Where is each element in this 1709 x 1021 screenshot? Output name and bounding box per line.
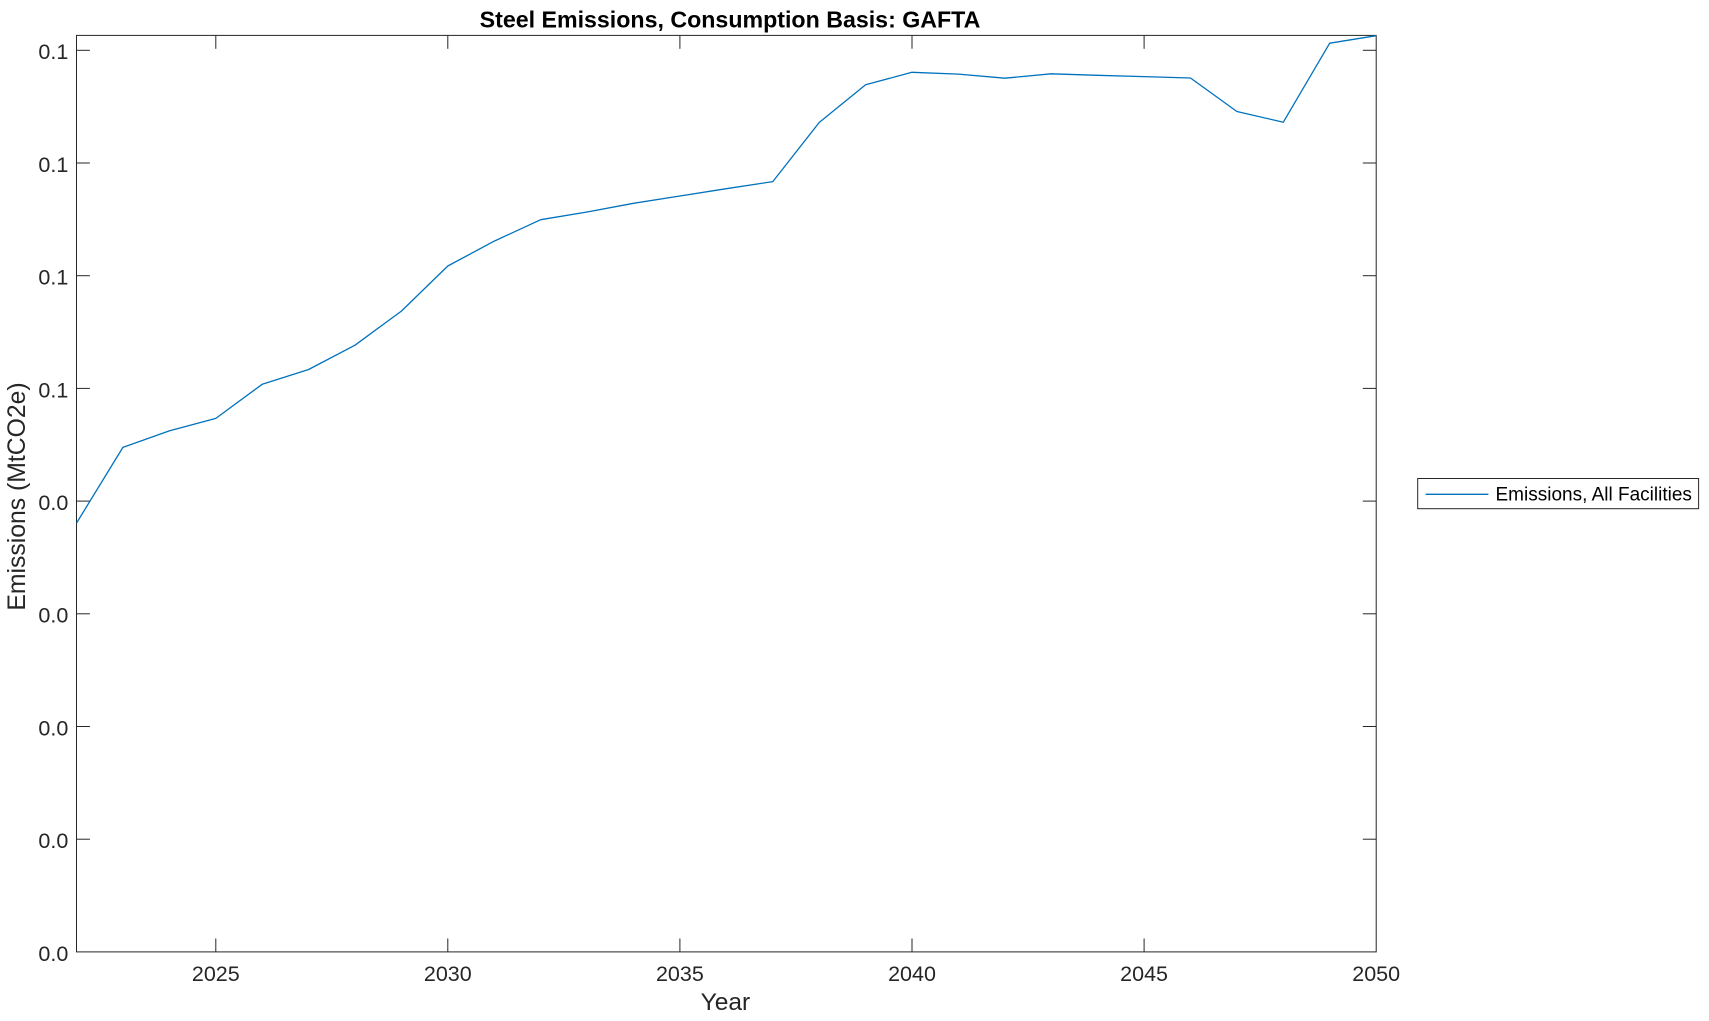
- svg-text:0.0: 0.0: [38, 942, 68, 966]
- svg-text:Year: Year: [701, 989, 751, 1016]
- svg-text:2030: 2030: [424, 962, 472, 986]
- svg-text:0.0: 0.0: [38, 716, 68, 740]
- svg-text:2025: 2025: [192, 962, 240, 986]
- svg-text:0.1: 0.1: [38, 40, 68, 64]
- svg-text:2050: 2050: [1352, 962, 1400, 986]
- svg-text:Emissions (MtCO2e): Emissions (MtCO2e): [4, 382, 31, 610]
- svg-text:0.1: 0.1: [38, 378, 68, 402]
- svg-text:2045: 2045: [1120, 962, 1168, 986]
- svg-text:Steel Emissions, Consumption B: Steel Emissions, Consumption Basis: GAFT…: [480, 6, 981, 32]
- svg-text:0.0: 0.0: [38, 829, 68, 853]
- svg-text:0.0: 0.0: [38, 491, 68, 515]
- svg-text:0.0: 0.0: [38, 604, 68, 628]
- svg-text:0.1: 0.1: [38, 153, 68, 177]
- svg-text:0.1: 0.1: [38, 266, 68, 290]
- svg-text:2040: 2040: [888, 962, 936, 986]
- svg-text:Emissions, All Facilities: Emissions, All Facilities: [1496, 485, 1692, 506]
- svg-text:2035: 2035: [656, 962, 704, 986]
